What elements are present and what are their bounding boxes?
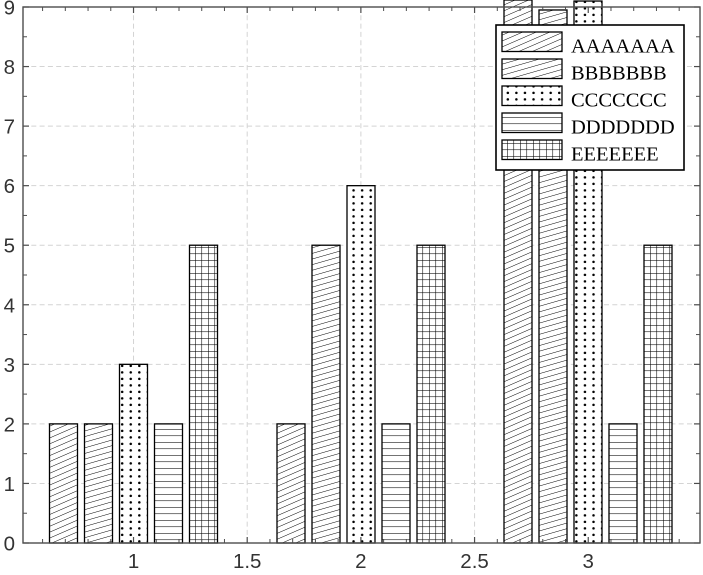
svg-text:2.5: 2.5 <box>460 550 489 573</box>
svg-text:EEEEEEE: EEEEEEE <box>571 144 659 166</box>
svg-text:1.5: 1.5 <box>233 550 262 573</box>
svg-text:5: 5 <box>4 235 15 258</box>
svg-text:AAAAAAA: AAAAAAA <box>571 36 675 58</box>
svg-text:DDDDDDD: DDDDDDD <box>571 117 675 139</box>
svg-text:CCCCCCC: CCCCCCC <box>571 90 667 112</box>
svg-text:9: 9 <box>4 0 15 20</box>
svg-text:4: 4 <box>4 294 15 317</box>
svg-text:7: 7 <box>4 116 15 139</box>
svg-text:6: 6 <box>4 175 15 198</box>
svg-text:1: 1 <box>128 550 139 573</box>
svg-text:1: 1 <box>4 473 15 496</box>
svg-text:3: 3 <box>4 354 15 377</box>
svg-text:BBBBBBB: BBBBBBB <box>571 63 667 85</box>
svg-text:2: 2 <box>4 413 15 436</box>
svg-text:0: 0 <box>4 533 15 556</box>
svg-text:8: 8 <box>4 56 15 79</box>
svg-text:3: 3 <box>583 550 594 573</box>
svg-text:2: 2 <box>355 550 366 573</box>
